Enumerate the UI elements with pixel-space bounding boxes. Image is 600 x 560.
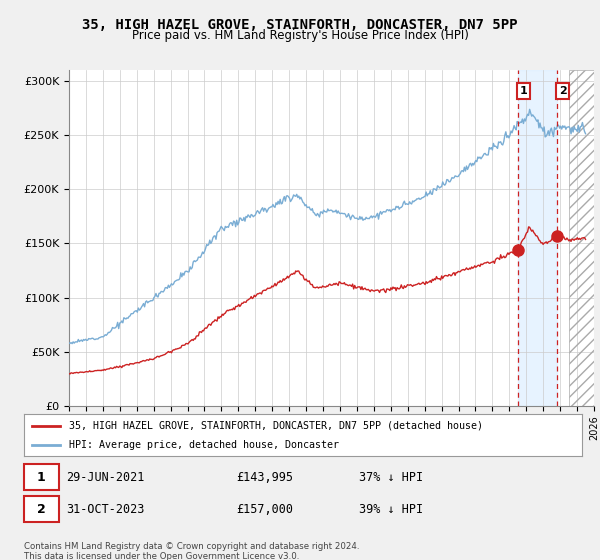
Text: 39% ↓ HPI: 39% ↓ HPI	[359, 502, 423, 516]
Bar	[569, 70, 600, 406]
Bar	[518, 70, 557, 406]
Bar	[569, 70, 600, 406]
Text: 2: 2	[37, 502, 46, 516]
Text: 1: 1	[37, 471, 46, 484]
Text: 35, HIGH HAZEL GROVE, STAINFORTH, DONCASTER, DN7 5PP: 35, HIGH HAZEL GROVE, STAINFORTH, DONCAS…	[82, 18, 518, 32]
FancyBboxPatch shape	[24, 496, 59, 522]
FancyBboxPatch shape	[24, 464, 59, 490]
Text: 1: 1	[520, 86, 527, 96]
Text: £157,000: £157,000	[236, 502, 293, 516]
Text: HPI: Average price, detached house, Doncaster: HPI: Average price, detached house, Donc…	[68, 440, 338, 450]
Text: 35, HIGH HAZEL GROVE, STAINFORTH, DONCASTER, DN7 5PP (detached house): 35, HIGH HAZEL GROVE, STAINFORTH, DONCAS…	[68, 421, 482, 431]
Text: 37% ↓ HPI: 37% ↓ HPI	[359, 471, 423, 484]
Text: 29-JUN-2021: 29-JUN-2021	[66, 471, 144, 484]
Text: Contains HM Land Registry data © Crown copyright and database right 2024.
This d: Contains HM Land Registry data © Crown c…	[24, 542, 359, 560]
Text: Price paid vs. HM Land Registry's House Price Index (HPI): Price paid vs. HM Land Registry's House …	[131, 29, 469, 42]
Text: £143,995: £143,995	[236, 471, 293, 484]
Text: 31-OCT-2023: 31-OCT-2023	[66, 502, 144, 516]
Text: 2: 2	[559, 86, 566, 96]
